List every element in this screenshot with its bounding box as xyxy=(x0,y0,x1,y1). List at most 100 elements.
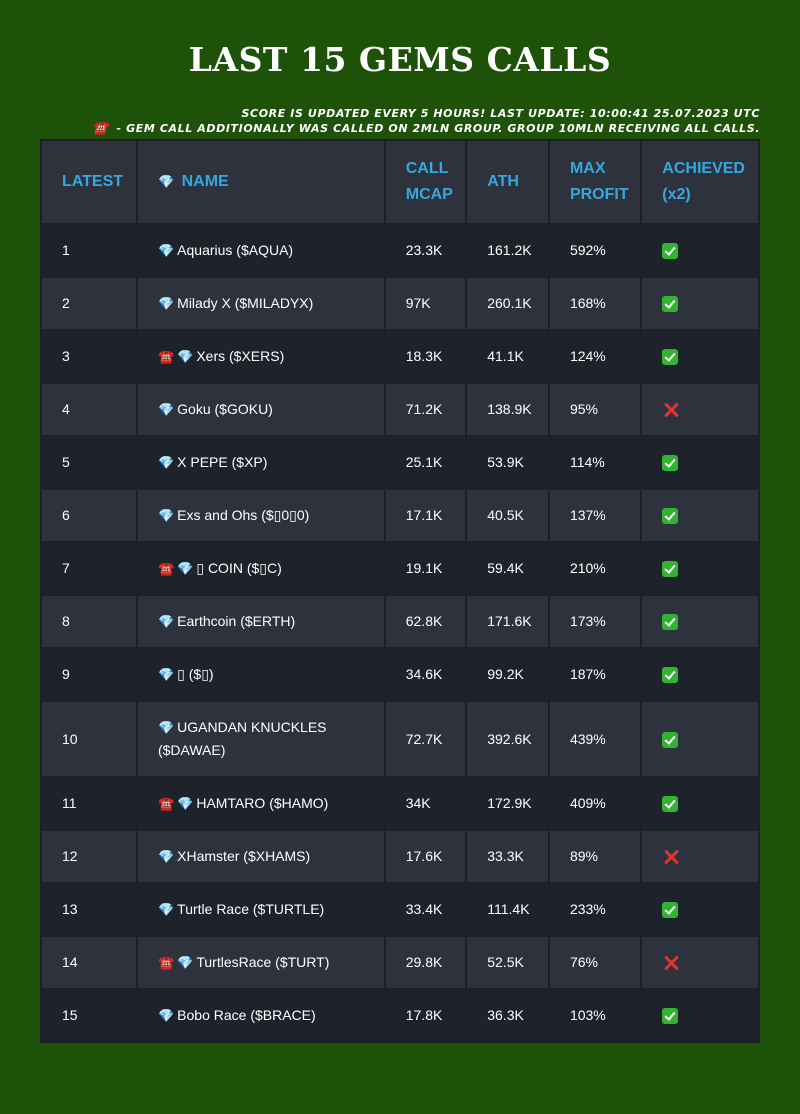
phone-icon: ☎️ xyxy=(157,561,175,576)
check-mark-icon xyxy=(662,796,679,813)
cell-call-mcap: 17.8K xyxy=(385,990,466,1041)
cell-achieved xyxy=(642,702,758,776)
phone-legend-text: - GEM CALL ADDITIONALLY WAS CALLED ON 2M… xyxy=(112,122,760,135)
cell-call-mcap: 97K xyxy=(385,278,466,329)
cell-call-mcap: 29.8K xyxy=(385,937,466,988)
gem-icon: 💎 xyxy=(157,508,175,523)
cell-achieved xyxy=(642,331,758,382)
cross-mark-icon xyxy=(662,954,680,972)
cell-ath: 171.6K xyxy=(467,596,548,647)
cell-max-profit: 89% xyxy=(549,831,641,882)
cell-name: ☎️ 💎 HAMTARO ($HAMO) xyxy=(137,778,384,829)
cross-mark-icon xyxy=(662,848,680,866)
cell-name: ☎️ 💎 ▯ COIN ($▯C) xyxy=(137,543,384,594)
cell-latest: 5 xyxy=(42,437,136,488)
cell-call-mcap: 19.1K xyxy=(385,543,466,594)
check-mark-icon xyxy=(662,902,679,919)
phone-icon: ☎️ xyxy=(157,955,175,970)
table-row: 1 💎 Aquarius ($AQUA) 23.3K 161.2K 592% xyxy=(42,225,758,276)
gems-table: LATEST 💎 NAME CALL MCAP ATH MAX PROFIT A… xyxy=(40,139,760,1043)
cell-achieved xyxy=(642,937,758,988)
cell-call-mcap: 71.2K xyxy=(385,384,466,435)
cell-latest: 4 xyxy=(42,384,136,435)
cell-ath: 33.3K xyxy=(467,831,548,882)
cell-latest: 3 xyxy=(42,331,136,382)
gem-icon: 💎 xyxy=(177,349,194,364)
phone-icon: ☎️ xyxy=(157,796,175,811)
cell-name: 💎 X PEPE ($XP) xyxy=(137,437,384,488)
gem-icon: 💎 xyxy=(157,455,175,470)
cell-call-mcap: 34.6K xyxy=(385,649,466,700)
cell-ath: 36.3K xyxy=(467,990,548,1041)
cell-name: 💎 Goku ($GOKU) xyxy=(137,384,384,435)
cell-max-profit: 210% xyxy=(549,543,641,594)
phone-legend: ☎️ - GEM CALL ADDITIONALLY WAS CALLED ON… xyxy=(92,121,760,136)
cell-ath: 392.6K xyxy=(467,702,548,776)
cell-ath: 161.2K xyxy=(467,225,548,276)
table-row: 12 💎 XHamster ($XHAMS) 17.6K 33.3K 89% xyxy=(42,831,758,882)
check-mark-icon xyxy=(662,731,679,748)
cell-achieved xyxy=(642,778,758,829)
cell-achieved xyxy=(642,490,758,541)
header-name: 💎 NAME xyxy=(137,141,384,223)
header-achieved: ACHIEVED (x2) xyxy=(642,141,758,223)
check-mark-icon xyxy=(662,667,679,684)
cell-call-mcap: 17.1K xyxy=(385,490,466,541)
table-row: 15 💎 Bobo Race ($BRACE) 17.8K 36.3K 103% xyxy=(42,990,758,1041)
cell-latest: 11 xyxy=(42,778,136,829)
table-row: 4 💎 Goku ($GOKU) 71.2K 138.9K 95% xyxy=(42,384,758,435)
page-title: LAST 15 GEMS CALLS xyxy=(188,40,612,79)
table-row: 7 ☎️ 💎 ▯ COIN ($▯C) 19.1K 59.4K 210% xyxy=(42,543,758,594)
header-max-profit: MAX PROFIT xyxy=(549,141,641,223)
cell-latest: 10 xyxy=(42,702,136,776)
cell-ath: 172.9K xyxy=(467,778,548,829)
header-ath: ATH xyxy=(467,141,548,223)
cell-ath: 99.2K xyxy=(467,649,548,700)
cell-achieved xyxy=(642,278,758,329)
token-name: Turtle Race ($TURTLE) xyxy=(177,901,325,917)
gem-icon: 💎 xyxy=(157,849,175,864)
gem-icon: 💎 xyxy=(157,720,175,735)
cell-name: 💎 Exs and Ohs ($▯0▯0) xyxy=(137,490,384,541)
token-name: ▯ COIN ($▯C) xyxy=(196,560,282,576)
cell-name: ☎️ 💎 TurtlesRace ($TURT) xyxy=(137,937,384,988)
cell-max-profit: 124% xyxy=(549,331,641,382)
cell-ath: 41.1K xyxy=(467,331,548,382)
check-mark-icon xyxy=(662,455,679,472)
cell-latest: 13 xyxy=(42,884,136,935)
token-name: Bobo Race ($BRACE) xyxy=(177,1007,316,1023)
token-name: Aquarius ($AQUA) xyxy=(177,242,294,258)
cell-max-profit: 187% xyxy=(549,649,641,700)
check-mark-icon xyxy=(662,349,679,366)
cell-achieved xyxy=(642,437,758,488)
cell-max-profit: 114% xyxy=(549,437,641,488)
token-name: Earthcoin ($ERTH) xyxy=(177,613,296,629)
check-mark-icon xyxy=(662,508,679,525)
cell-max-profit: 409% xyxy=(549,778,641,829)
cell-achieved xyxy=(642,884,758,935)
cell-latest: 1 xyxy=(42,225,136,276)
gem-icon: 💎 xyxy=(177,561,194,576)
cell-max-profit: 95% xyxy=(549,384,641,435)
table-row: 2 💎 Milady X ($MILADYX) 97K 260.1K 168% xyxy=(42,278,758,329)
cell-name: 💎 Turtle Race ($TURTLE) xyxy=(137,884,384,935)
token-name: HAMTARO ($HAMO) xyxy=(196,795,329,811)
cell-call-mcap: 17.6K xyxy=(385,831,466,882)
check-mark-icon xyxy=(662,1008,679,1025)
gem-icon: 💎 xyxy=(157,614,175,629)
cell-call-mcap: 62.8K xyxy=(385,596,466,647)
cell-achieved xyxy=(642,649,758,700)
token-name: Exs and Ohs ($▯0▯0) xyxy=(177,507,310,523)
update-note: SCORE IS UPDATED EVERY 5 HOURS! LAST UPD… xyxy=(241,107,760,120)
token-name: ▯ ($▯) xyxy=(177,666,214,682)
check-mark-icon xyxy=(662,561,679,578)
gem-icon: 💎 xyxy=(157,402,175,417)
table-row: 9 💎 ▯ ($▯) 34.6K 99.2K 187% xyxy=(42,649,758,700)
cell-latest: 7 xyxy=(42,543,136,594)
cell-call-mcap: 23.3K xyxy=(385,225,466,276)
phone-icon: ☎️ xyxy=(157,349,175,364)
cell-call-mcap: 33.4K xyxy=(385,884,466,935)
table-row: 14 ☎️ 💎 TurtlesRace ($TURT) 29.8K 52.5K 76% xyxy=(42,937,758,988)
cell-latest: 12 xyxy=(42,831,136,882)
cell-name: 💎 Aquarius ($AQUA) xyxy=(137,225,384,276)
